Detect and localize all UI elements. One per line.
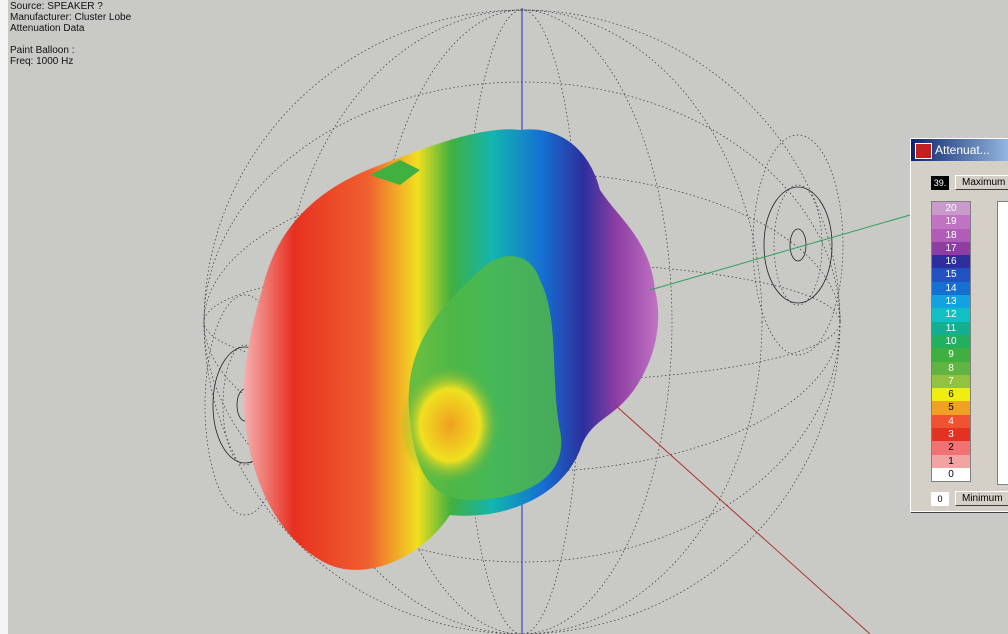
scale-cell: 18 <box>932 228 970 242</box>
scale-cell: 15 <box>932 268 970 282</box>
info-line: Source: SPEAKER ? <box>10 1 103 12</box>
scale-cell: 14 <box>932 281 970 296</box>
color-scale: 20 19 18 17 16 15 14 13 12 11 10 9 8 7 6 5 4 3 2 1 0 <box>931 201 971 483</box>
y-axis <box>649 214 911 291</box>
scale-cell: 20 <box>932 202 970 216</box>
scale-cell: 19 <box>932 215 970 229</box>
balloon-hotspot <box>400 365 500 485</box>
title-bar: Attenuat... <box>911 139 1008 161</box>
min-value: 0 <box>931 491 949 506</box>
list-box <box>997 201 1008 485</box>
scale-cell: 17 <box>932 241 970 256</box>
max-row: 39. Maximum <box>931 175 1008 190</box>
scale-cell: 2 <box>932 441 970 455</box>
scale-cell: 4 <box>932 414 970 429</box>
info-line: Attenuation Data <box>10 23 85 34</box>
scale-cell: 13 <box>932 295 970 309</box>
scale-cell: 10 <box>932 334 970 349</box>
scale-cell: 12 <box>932 308 970 322</box>
balloon-tip <box>370 160 420 185</box>
scale-cell: 0 <box>932 467 970 482</box>
scale-cell: 1 <box>932 454 970 468</box>
attenuation-window[interactable]: Attenuat... 39. Maximum 20 19 18 17 16 15 14 13 1… <box>910 138 1008 512</box>
scale-cell: 8 <box>932 361 970 375</box>
scale-cell: 6 <box>932 388 970 402</box>
scale-cell: 3 <box>932 428 970 442</box>
min-button[interactable]: Minimum <box>955 491 1008 506</box>
info-line: Freq: 1000 Hz <box>10 56 74 67</box>
edge <box>0 0 8 634</box>
scale-cell: 9 <box>932 348 970 362</box>
scale-cell: 11 <box>932 321 970 335</box>
info-line: Paint Balloon : <box>10 45 75 56</box>
max-value: 39. <box>931 175 949 190</box>
x-axis <box>614 404 871 634</box>
scale-cell: 16 <box>932 255 970 269</box>
info-overlay: Source: SPEAKER ? Manufacturer: Cluster L… <box>10 1 131 67</box>
min-row: 0 Minimum <box>931 491 1008 506</box>
max-button[interactable]: Maximum <box>955 175 1008 190</box>
scale-cell: 5 <box>932 401 970 415</box>
scale-cell: 7 <box>932 374 970 389</box>
info-line: Manufacturer: Cluster Lobe <box>10 12 132 23</box>
